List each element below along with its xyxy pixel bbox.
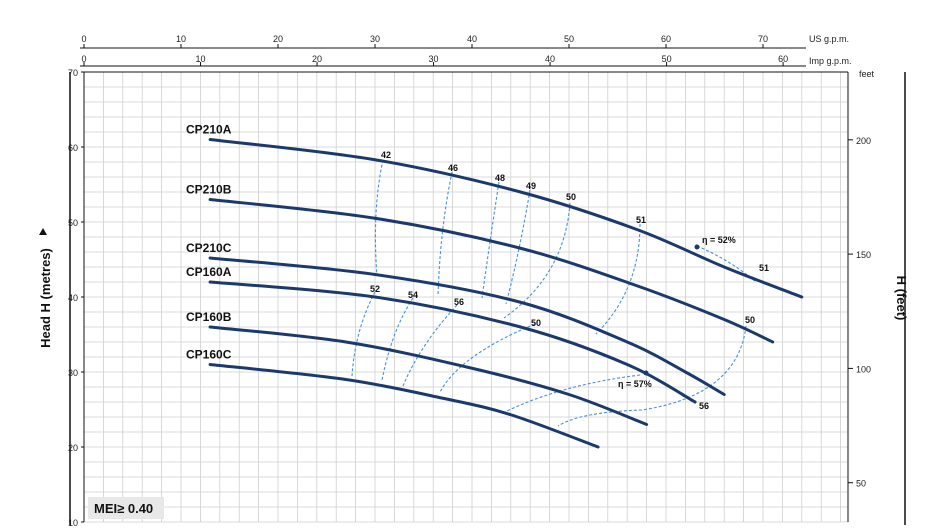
efficiency-curve [505,189,531,305]
efficiency-curve [481,181,500,299]
y-tick-label: 30 [68,368,78,378]
us-gpm-tick-label: 30 [370,34,380,44]
efficiency-curve [503,202,571,319]
series-line-cp160c [208,363,600,449]
tick-labels: 0 10 20 30 40 50 60 700 10 20 30 40 50 60102030405060… [68,34,871,528]
feet-tick-label: 100 [856,364,871,374]
us-gpm-unit-label: US g.p.m. [809,34,849,44]
efficiency-curve [439,323,536,393]
series-line-cp210c [208,256,726,396]
mei-label: MEI≥ 0.40 [94,501,153,516]
series-line-cp210b [208,198,775,344]
efficiency-label: 51 [759,263,769,273]
imp-gpm-unit-label: Imp g.p.m. [809,56,852,66]
efficiency-label: 49 [526,181,536,191]
y-tick-label: 40 [68,293,78,303]
imp-gpm-tick-label: 30 [429,54,439,64]
series-label-cp160a: CP160A [186,265,232,279]
us-gpm-tick-label: 0 [81,34,86,44]
efficiency-curve [504,374,641,413]
y-tick-label: 10 [68,518,78,528]
efficiency-curve [381,297,414,381]
efficiency-label: η = 52% [702,235,736,245]
plot-frame [69,44,906,525]
grid [83,71,848,523]
imp-gpm-tick-label: 50 [662,54,672,64]
efficiency-label: η = 57% [618,379,652,389]
efficiency-curve [402,304,458,387]
efficiency-label: 51 [636,215,646,225]
y-tick-label: 50 [68,218,78,228]
efficiency-marker [643,370,649,376]
imp-gpm-tick-label: 20 [312,54,322,64]
y-axis-arrow-icon [39,228,47,235]
us-gpm-tick-label: 50 [564,34,574,44]
series-label-cp160c: CP160C [186,348,232,362]
efficiency-curve [374,159,384,277]
efficiency-label: 42 [381,150,391,160]
us-gpm-tick-label: 60 [661,34,671,44]
efficiency-label: 48 [495,173,505,183]
efficiency-label: 50 [531,318,541,328]
efficiency-curve [437,171,453,297]
pump-curves: CP210A CP210B CP210C CP160A CP160B CP160C [186,123,804,449]
series-line-cp160a [208,280,697,404]
efficiency-labels: 42 46 48 49 50 51 η = 52% 51 50 52 54 56 50 η = 57% 56 [370,150,769,411]
y-tick-label: 60 [68,143,78,153]
y-axis-label-left: Head H (metres) [38,248,53,348]
series-label-cp210b: CP210B [186,183,232,197]
efficiency-label: 50 [745,315,755,325]
us-gpm-tick-label: 20 [273,34,283,44]
series-label-cp210c: CP210C [186,241,232,255]
feet-tick-label: 150 [856,250,871,260]
efficiency-label: 56 [454,297,464,307]
efficiency-label: 46 [448,163,458,173]
series-line-cp210a [208,138,804,299]
efficiency-label: 54 [408,290,418,300]
series-label-cp160b: CP160B [186,310,232,324]
efficiency-curve [557,325,747,427]
y-tick-label: 70 [68,68,78,78]
feet-unit-label: feet [859,69,875,79]
imp-gpm-tick-label: 0 [81,54,86,64]
series-line-cp160b [208,325,649,426]
y-axis-label-right: H (feet) [894,276,909,321]
y-tick-label: 20 [68,443,78,453]
us-gpm-tick-label: 10 [176,34,186,44]
feet-tick-label: 50 [856,479,866,489]
efficiency-label: 52 [370,284,380,294]
mei-badge [88,497,164,519]
feet-tick-label: 200 [856,136,871,146]
us-gpm-tick-label: 40 [467,34,477,44]
imp-gpm-tick-label: 60 [778,54,788,64]
efficiency-marker [694,244,700,250]
efficiency-label: 56 [699,401,709,411]
series-label-cp210a: CP210A [186,123,232,137]
imp-gpm-tick-label: 10 [196,54,206,64]
efficiency-label: 50 [566,192,576,202]
imp-gpm-tick-label: 40 [545,54,555,64]
us-gpm-tick-label: 70 [758,34,768,44]
